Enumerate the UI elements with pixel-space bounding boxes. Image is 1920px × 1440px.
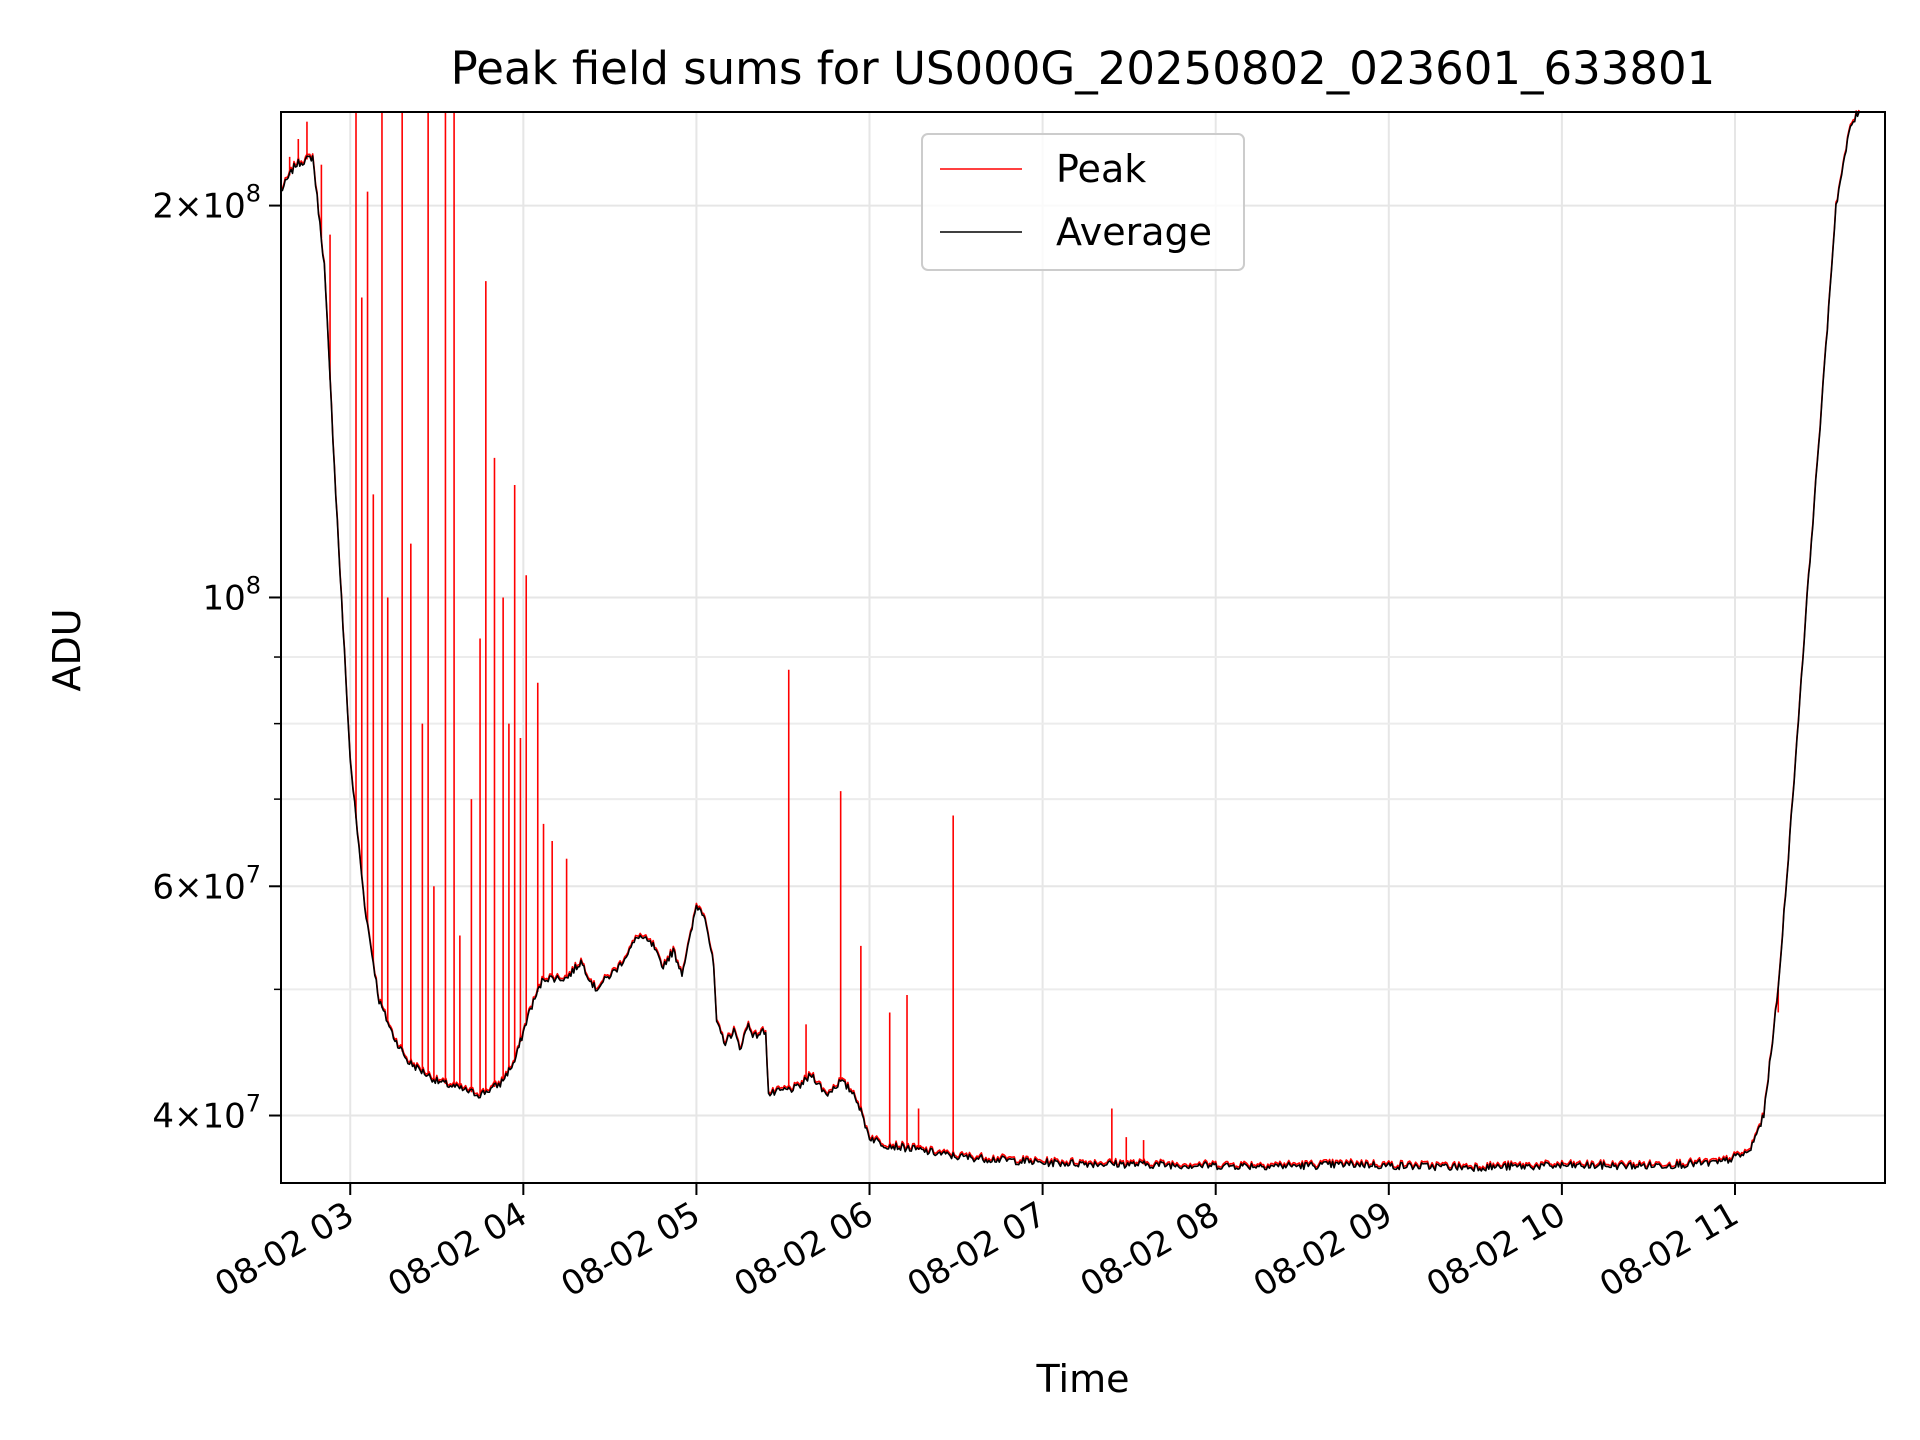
y-tick-label: 108 [202, 571, 261, 618]
y-tick-base: 6×10 [152, 867, 245, 907]
y-tick-exponent: 7 [246, 860, 261, 888]
legend-label-peak: Peak [1056, 147, 1146, 191]
y-tick-exponent: 8 [246, 180, 261, 208]
peak-series-layer [280, 109, 1860, 1170]
plot-frame [280, 111, 1886, 1184]
grid-layer [281, 112, 1885, 1183]
x-tick-label: 08-02 08 [1074, 1194, 1226, 1305]
y-tick-label: 6×107 [152, 860, 261, 907]
legend-label-average: Average [1056, 210, 1212, 254]
y-tick-label: 4×107 [152, 1090, 261, 1137]
x-tick-label: 08-02 05 [555, 1194, 707, 1305]
x-tick-label: 08-02 11 [1593, 1194, 1745, 1305]
x-axis-ticks: 08-02 03 08-02 04 08-02 05 08-02 06 08-02 07… [208, 1183, 1745, 1305]
y-tick-base: 2×10 [152, 187, 245, 227]
y-tick-exponent: 7 [246, 1090, 261, 1118]
x-axis-label: Time [1036, 1357, 1130, 1401]
legend-box [921, 133, 1245, 271]
chart-title: Peak field sums for US000G_20250802_0236… [451, 42, 1716, 95]
x-tick-label: 08-02 07 [901, 1194, 1053, 1305]
y-tick-label: 2×108 [152, 180, 261, 227]
y-axis-label: ADU [45, 608, 89, 691]
average-series-line [280, 111, 1860, 1172]
y-tick-base: 10 [202, 578, 245, 618]
y-tick-base: 4×10 [152, 1097, 245, 1137]
legend: Peak Average [921, 133, 1245, 271]
x-tick-label: 08-02 09 [1247, 1194, 1399, 1305]
x-tick-label: 08-02 10 [1420, 1194, 1572, 1305]
x-tick-label: 08-02 04 [381, 1194, 533, 1305]
x-tick-label: 08-02 03 [208, 1194, 360, 1305]
x-tick-label: 08-02 06 [728, 1194, 880, 1305]
y-tick-exponent: 8 [246, 571, 261, 599]
average-series-layer [280, 111, 1860, 1172]
